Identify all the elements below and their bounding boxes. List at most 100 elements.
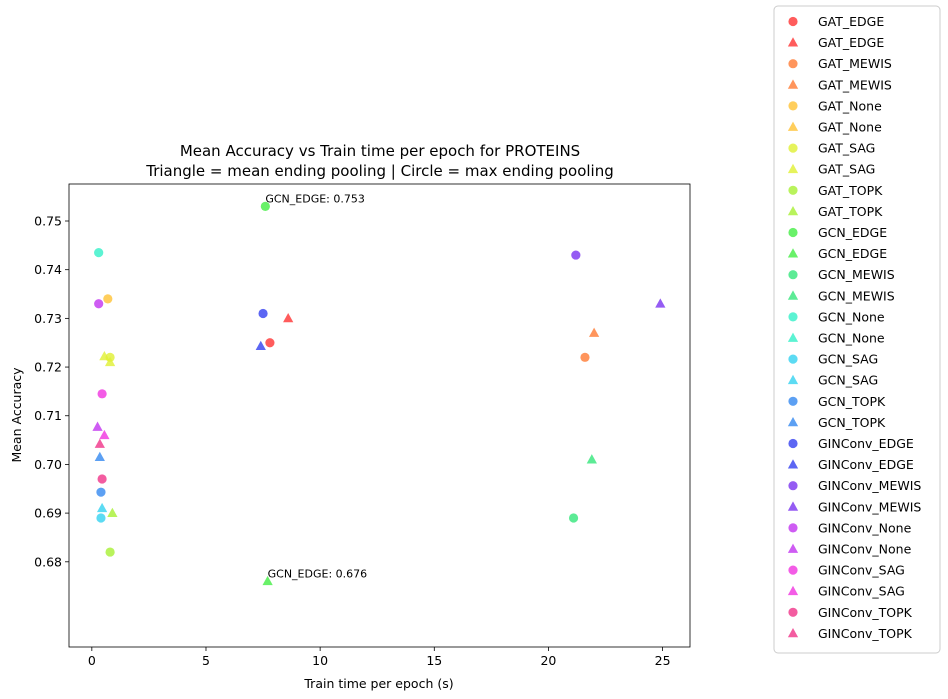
legend-label: GCN_None xyxy=(818,331,885,346)
y-tick-label: 0.73 xyxy=(34,311,62,326)
legend-label: GAT_None xyxy=(818,120,882,135)
data-point-triangle xyxy=(104,356,116,367)
plot-area: 0 5 10 15 20 25 0.680.690.700.710.720.730.740… xyxy=(34,183,691,668)
legend-marker-triangle xyxy=(787,79,799,89)
legend-label: GCN_TOPK xyxy=(818,394,886,409)
data-point-circle xyxy=(258,308,268,319)
x-tick-label: 20 xyxy=(540,653,556,668)
legend-marker-triangle xyxy=(787,121,799,131)
data-point-triangle xyxy=(99,350,110,361)
legend-label: GCN_SAG xyxy=(818,352,878,367)
y-axis-label: Mean Accuracy xyxy=(9,367,24,463)
x-tick-label: 5 xyxy=(202,653,210,668)
legend-label: GAT_EDGE xyxy=(818,35,884,50)
legend-marker-circle xyxy=(788,16,798,27)
legend-label: GAT_EDGE xyxy=(818,14,884,29)
legend-label: GAT_TOPK xyxy=(818,183,883,198)
legend-items: GAT_EDGE GAT_EDGE GAT_MEWIS GAT_MEWIS GAT_No… xyxy=(787,14,921,641)
legend-marker-triangle xyxy=(787,501,799,511)
y-tick-label: 0.68 xyxy=(34,554,62,569)
data-point-circle xyxy=(105,547,115,557)
data-point-triangle xyxy=(262,575,273,586)
data-point-triangle xyxy=(655,298,666,308)
legend-marker-triangle xyxy=(787,417,799,427)
data-point-circle xyxy=(96,487,106,497)
y-tick-label: 0.74 xyxy=(34,262,62,277)
legend-marker-triangle xyxy=(787,543,799,553)
data-point-circle xyxy=(103,294,113,304)
legend-label: GINConv_EDGE xyxy=(818,457,914,472)
legend-label: GAT_TOPK xyxy=(818,204,883,219)
data-point-circle xyxy=(97,389,107,399)
chart-title-line1: Mean Accuracy vs Train time per epoch fo… xyxy=(180,142,580,160)
data-point-circle xyxy=(97,474,107,484)
legend-label: GCN_EDGE xyxy=(818,246,887,261)
legend-label: GINConv_SAG xyxy=(818,584,905,599)
legend-marker-triangle xyxy=(787,628,799,638)
y-axis-ticks: 0.68 0.69 0.70 0.71 0.72 0.73 0.74 0.75 xyxy=(34,214,69,569)
legend-marker-circle xyxy=(788,481,798,491)
data-point-triangle xyxy=(92,421,103,431)
data-point-triangle xyxy=(94,451,105,462)
legend-marker-circle xyxy=(788,312,798,322)
y-tick-label: 0.69 xyxy=(34,506,62,521)
data-point-triangle xyxy=(586,454,597,464)
legend-marker-circle xyxy=(788,607,798,617)
legend-label: GINConv_MEWIS xyxy=(818,478,921,493)
data-point-triangle xyxy=(588,327,600,337)
legend-label: GINConv_None xyxy=(818,520,912,535)
chart-title-line2: Triangle = mean ending pooling | Circle … xyxy=(145,162,614,180)
annotations: GCN_EDGE: 0.753 GCN_EDGE: 0.676 xyxy=(265,192,367,580)
legend-marker-circle xyxy=(788,101,798,111)
legend-marker-circle xyxy=(788,59,798,69)
plot-frame xyxy=(68,183,691,648)
data-point-triangle xyxy=(99,429,110,440)
legend-marker-circle xyxy=(788,143,798,153)
legend-marker-circle xyxy=(788,227,798,238)
x-tick-label: 15 xyxy=(426,653,442,668)
legend-marker-circle xyxy=(788,270,798,280)
x-tick-label: 0 xyxy=(88,653,96,668)
legend-label: GAT_SAG xyxy=(818,162,875,177)
legend-label: GINConv_MEWIS xyxy=(818,499,921,514)
legend-marker-circle xyxy=(788,565,798,575)
legend-label: GAT_MEWIS xyxy=(818,77,892,92)
data-point-triangle xyxy=(107,507,118,518)
data-point-circle xyxy=(94,299,104,309)
legend-label: GINConv_EDGE xyxy=(818,436,914,451)
y-tick-label: 0.75 xyxy=(34,214,62,229)
legend-frame xyxy=(773,5,941,654)
legend-label: GAT_MEWIS xyxy=(818,56,892,71)
x-tick-label: 25 xyxy=(655,653,671,668)
legend-marker-circle xyxy=(788,185,798,195)
data-point-circle xyxy=(265,338,275,348)
data-point-triangle xyxy=(283,312,294,323)
x-tick-label: 10 xyxy=(312,653,328,668)
legend-marker-triangle xyxy=(787,374,799,385)
legend-marker-circle xyxy=(788,354,798,364)
y-tick-label: 0.71 xyxy=(34,408,62,423)
data-point-circle xyxy=(260,201,270,211)
legend-marker-triangle xyxy=(787,37,799,47)
data-points xyxy=(92,201,666,586)
legend-marker-triangle xyxy=(787,332,799,342)
legend-marker-triangle xyxy=(787,206,799,216)
legend-label: GAT_None xyxy=(818,98,882,113)
legend-label: GINConv_None xyxy=(818,542,912,557)
data-point-circle xyxy=(571,250,581,260)
legend-label: GCN_SAG xyxy=(818,373,878,388)
y-tick-label: 0.70 xyxy=(34,457,62,472)
legend-marker-circle xyxy=(788,396,798,406)
legend-marker-triangle xyxy=(787,248,799,258)
legend-label: GAT_SAG xyxy=(818,141,875,156)
legend-marker-circle xyxy=(788,523,798,533)
y-tick-label: 0.72 xyxy=(34,360,62,375)
data-point-triangle xyxy=(94,438,105,448)
data-point-circle xyxy=(94,248,104,258)
legend-label: GCN_TOPK xyxy=(818,415,886,430)
legend-marker-triangle xyxy=(787,585,799,596)
legend-marker-circle xyxy=(788,438,798,449)
data-point-circle xyxy=(568,513,579,523)
legend-label: GINConv_SAG xyxy=(818,563,905,578)
